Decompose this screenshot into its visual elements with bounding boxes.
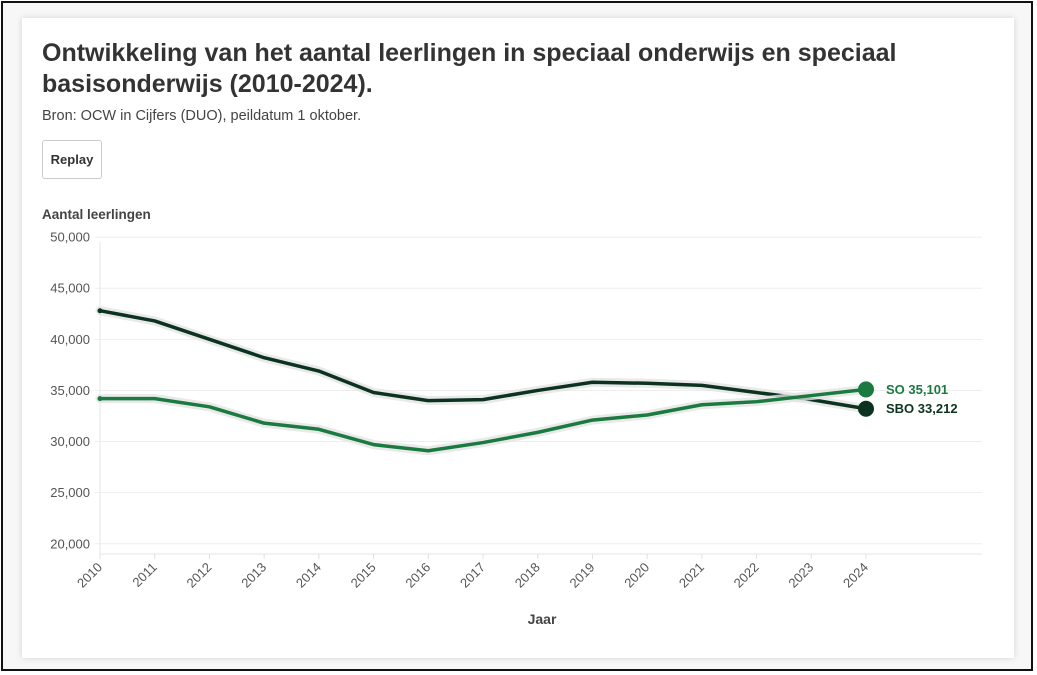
chart-title: Ontwikkeling van het aantal leerlingen i…	[42, 39, 897, 98]
y-tick-label: 25,000	[50, 485, 90, 500]
data-point-so	[97, 396, 103, 402]
y-tick-label: 35,000	[50, 383, 90, 398]
x-tick-label: 2018	[512, 560, 543, 591]
y-tick-label: 50,000	[50, 230, 90, 245]
series-line-sbo	[99, 308, 867, 411]
y-tick-label: 20,000	[50, 536, 90, 551]
chart-card: Ontwikkeling van het aantal leerlingen i…	[22, 18, 1014, 658]
end-markers: SBO 33,212 SO 35,101	[858, 381, 958, 417]
x-axis-ticks: 2010 2011 2012 2013 2014 2015 2016 2017 2018 2019…	[74, 554, 871, 591]
x-tick-label: 2021	[676, 560, 707, 591]
series-line-so	[100, 387, 867, 453]
x-tick-label: 2014	[293, 560, 324, 591]
x-tick-label: 2013	[238, 560, 269, 591]
x-tick-label: 2010	[74, 560, 105, 591]
grid-lines	[95, 236, 982, 555]
end-label-so: SO 35,101	[886, 382, 948, 397]
x-tick-label: 2015	[348, 560, 379, 591]
x-tick-label: 2016	[402, 560, 433, 591]
x-tick-label: 2011	[129, 560, 159, 590]
replay-button[interactable]: Replay	[42, 140, 102, 179]
end-label-sbo: SBO 33,212	[886, 401, 958, 416]
end-marker-so	[858, 381, 874, 398]
y-axis-ticks: 20,000 25,000 30,000 35,000 40,000 45,000 50,0…	[50, 230, 90, 552]
x-tick-label: 2023	[785, 560, 816, 591]
x-tick-label: 2017	[457, 560, 488, 591]
y-tick-label: 45,000	[50, 281, 90, 296]
chart-subtitle: Bron: OCW in Cijfers (DUO), peildatum 1 …	[42, 108, 362, 124]
end-marker-sbo	[858, 400, 874, 417]
x-tick-label: 2012	[183, 560, 214, 591]
y-axis-title: Aantal leerlingen	[42, 207, 151, 222]
series-lines	[95, 306, 871, 456]
y-tick-label: 30,000	[50, 434, 90, 449]
data-point-sbo	[97, 308, 103, 314]
x-tick-label: 2022	[731, 560, 762, 591]
y-tick-label: 40,000	[50, 332, 90, 347]
series-halo-sbo	[95, 306, 871, 414]
x-tick-label: 2020	[621, 560, 652, 591]
x-tick-label: 2019	[566, 560, 597, 591]
x-tick-label: 2024	[840, 560, 871, 591]
x-axis-title: Jaar	[528, 611, 557, 627]
line-chart: 20,000 25,000 30,000 35,000 40,000 45,000 50,0…	[50, 230, 982, 627]
